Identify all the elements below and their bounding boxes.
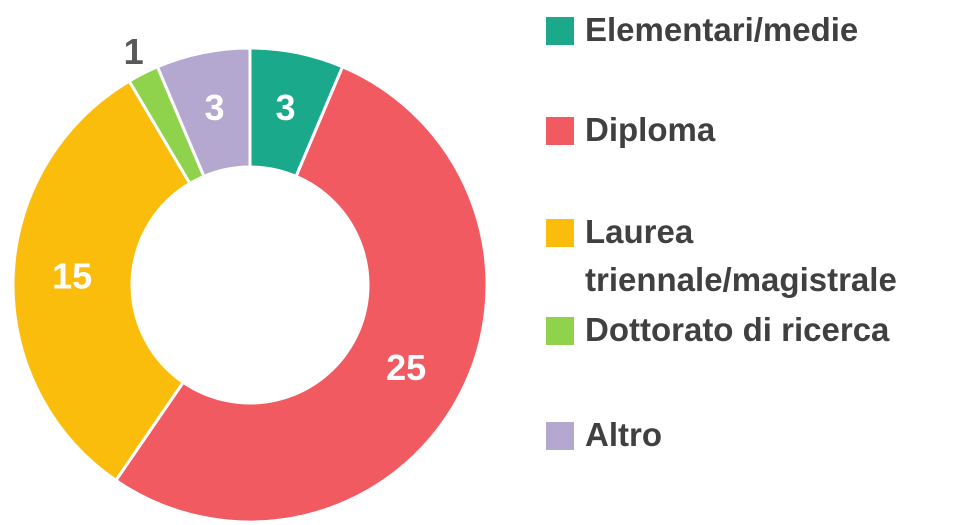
donut-slice bbox=[113, 64, 489, 524]
legend-entry: Diploma bbox=[545, 106, 960, 154]
legend-swatch bbox=[545, 116, 575, 146]
data-label: 3 bbox=[205, 87, 225, 128]
donut-slice bbox=[11, 79, 192, 483]
legend-label: Altro bbox=[585, 416, 662, 453]
data-label: 25 bbox=[386, 347, 426, 388]
legend-swatch bbox=[545, 316, 575, 346]
legend-swatch bbox=[545, 16, 575, 46]
data-label: 15 bbox=[52, 256, 92, 297]
data-label: 3 bbox=[275, 87, 295, 128]
data-label: 1 bbox=[124, 31, 144, 72]
legend-swatch bbox=[545, 421, 575, 451]
legend-entry: Dottorato di ricerca bbox=[545, 306, 960, 354]
legend-entry: Elementari/medie bbox=[545, 6, 960, 54]
donut-slice bbox=[155, 46, 252, 179]
legend-label: Dottorato di ricerca bbox=[585, 311, 890, 348]
legend-entry: Altro bbox=[545, 411, 960, 459]
legend-label: Laurea triennale/magistrale bbox=[585, 213, 897, 298]
legend-entry: Laurea triennale/magistrale bbox=[545, 208, 960, 304]
legend-label: Elementari/medie bbox=[585, 11, 859, 48]
legend-label: Diploma bbox=[585, 111, 716, 148]
legend-swatch bbox=[545, 218, 575, 248]
